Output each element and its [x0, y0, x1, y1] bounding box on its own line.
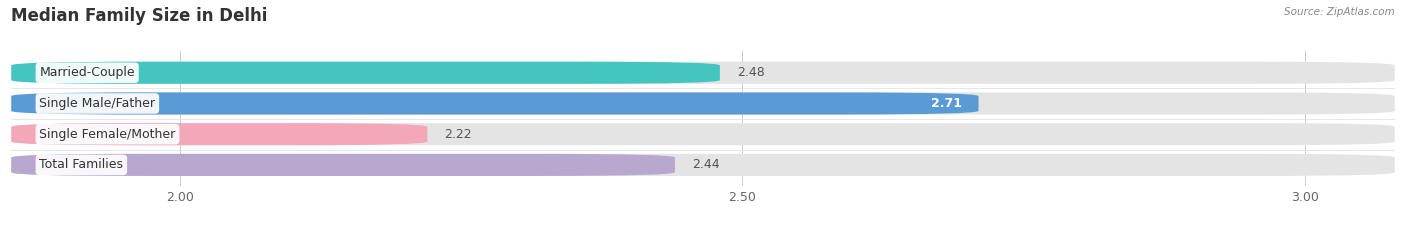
Text: 2.48: 2.48	[737, 66, 765, 79]
FancyBboxPatch shape	[11, 154, 675, 176]
FancyBboxPatch shape	[11, 93, 979, 115]
Text: Single Female/Mother: Single Female/Mother	[39, 128, 176, 141]
Text: 2.44: 2.44	[692, 158, 720, 171]
FancyBboxPatch shape	[11, 62, 720, 84]
FancyBboxPatch shape	[11, 93, 1395, 115]
Text: Source: ZipAtlas.com: Source: ZipAtlas.com	[1284, 7, 1395, 17]
FancyBboxPatch shape	[11, 123, 427, 145]
FancyBboxPatch shape	[11, 154, 1395, 176]
FancyBboxPatch shape	[11, 62, 1395, 84]
Text: Total Families: Total Families	[39, 158, 124, 171]
Text: Median Family Size in Delhi: Median Family Size in Delhi	[11, 7, 267, 25]
FancyBboxPatch shape	[11, 123, 1395, 145]
Text: Married-Couple: Married-Couple	[39, 66, 135, 79]
Text: Single Male/Father: Single Male/Father	[39, 97, 156, 110]
Text: 2.71: 2.71	[931, 97, 962, 110]
Text: 2.22: 2.22	[444, 128, 472, 141]
